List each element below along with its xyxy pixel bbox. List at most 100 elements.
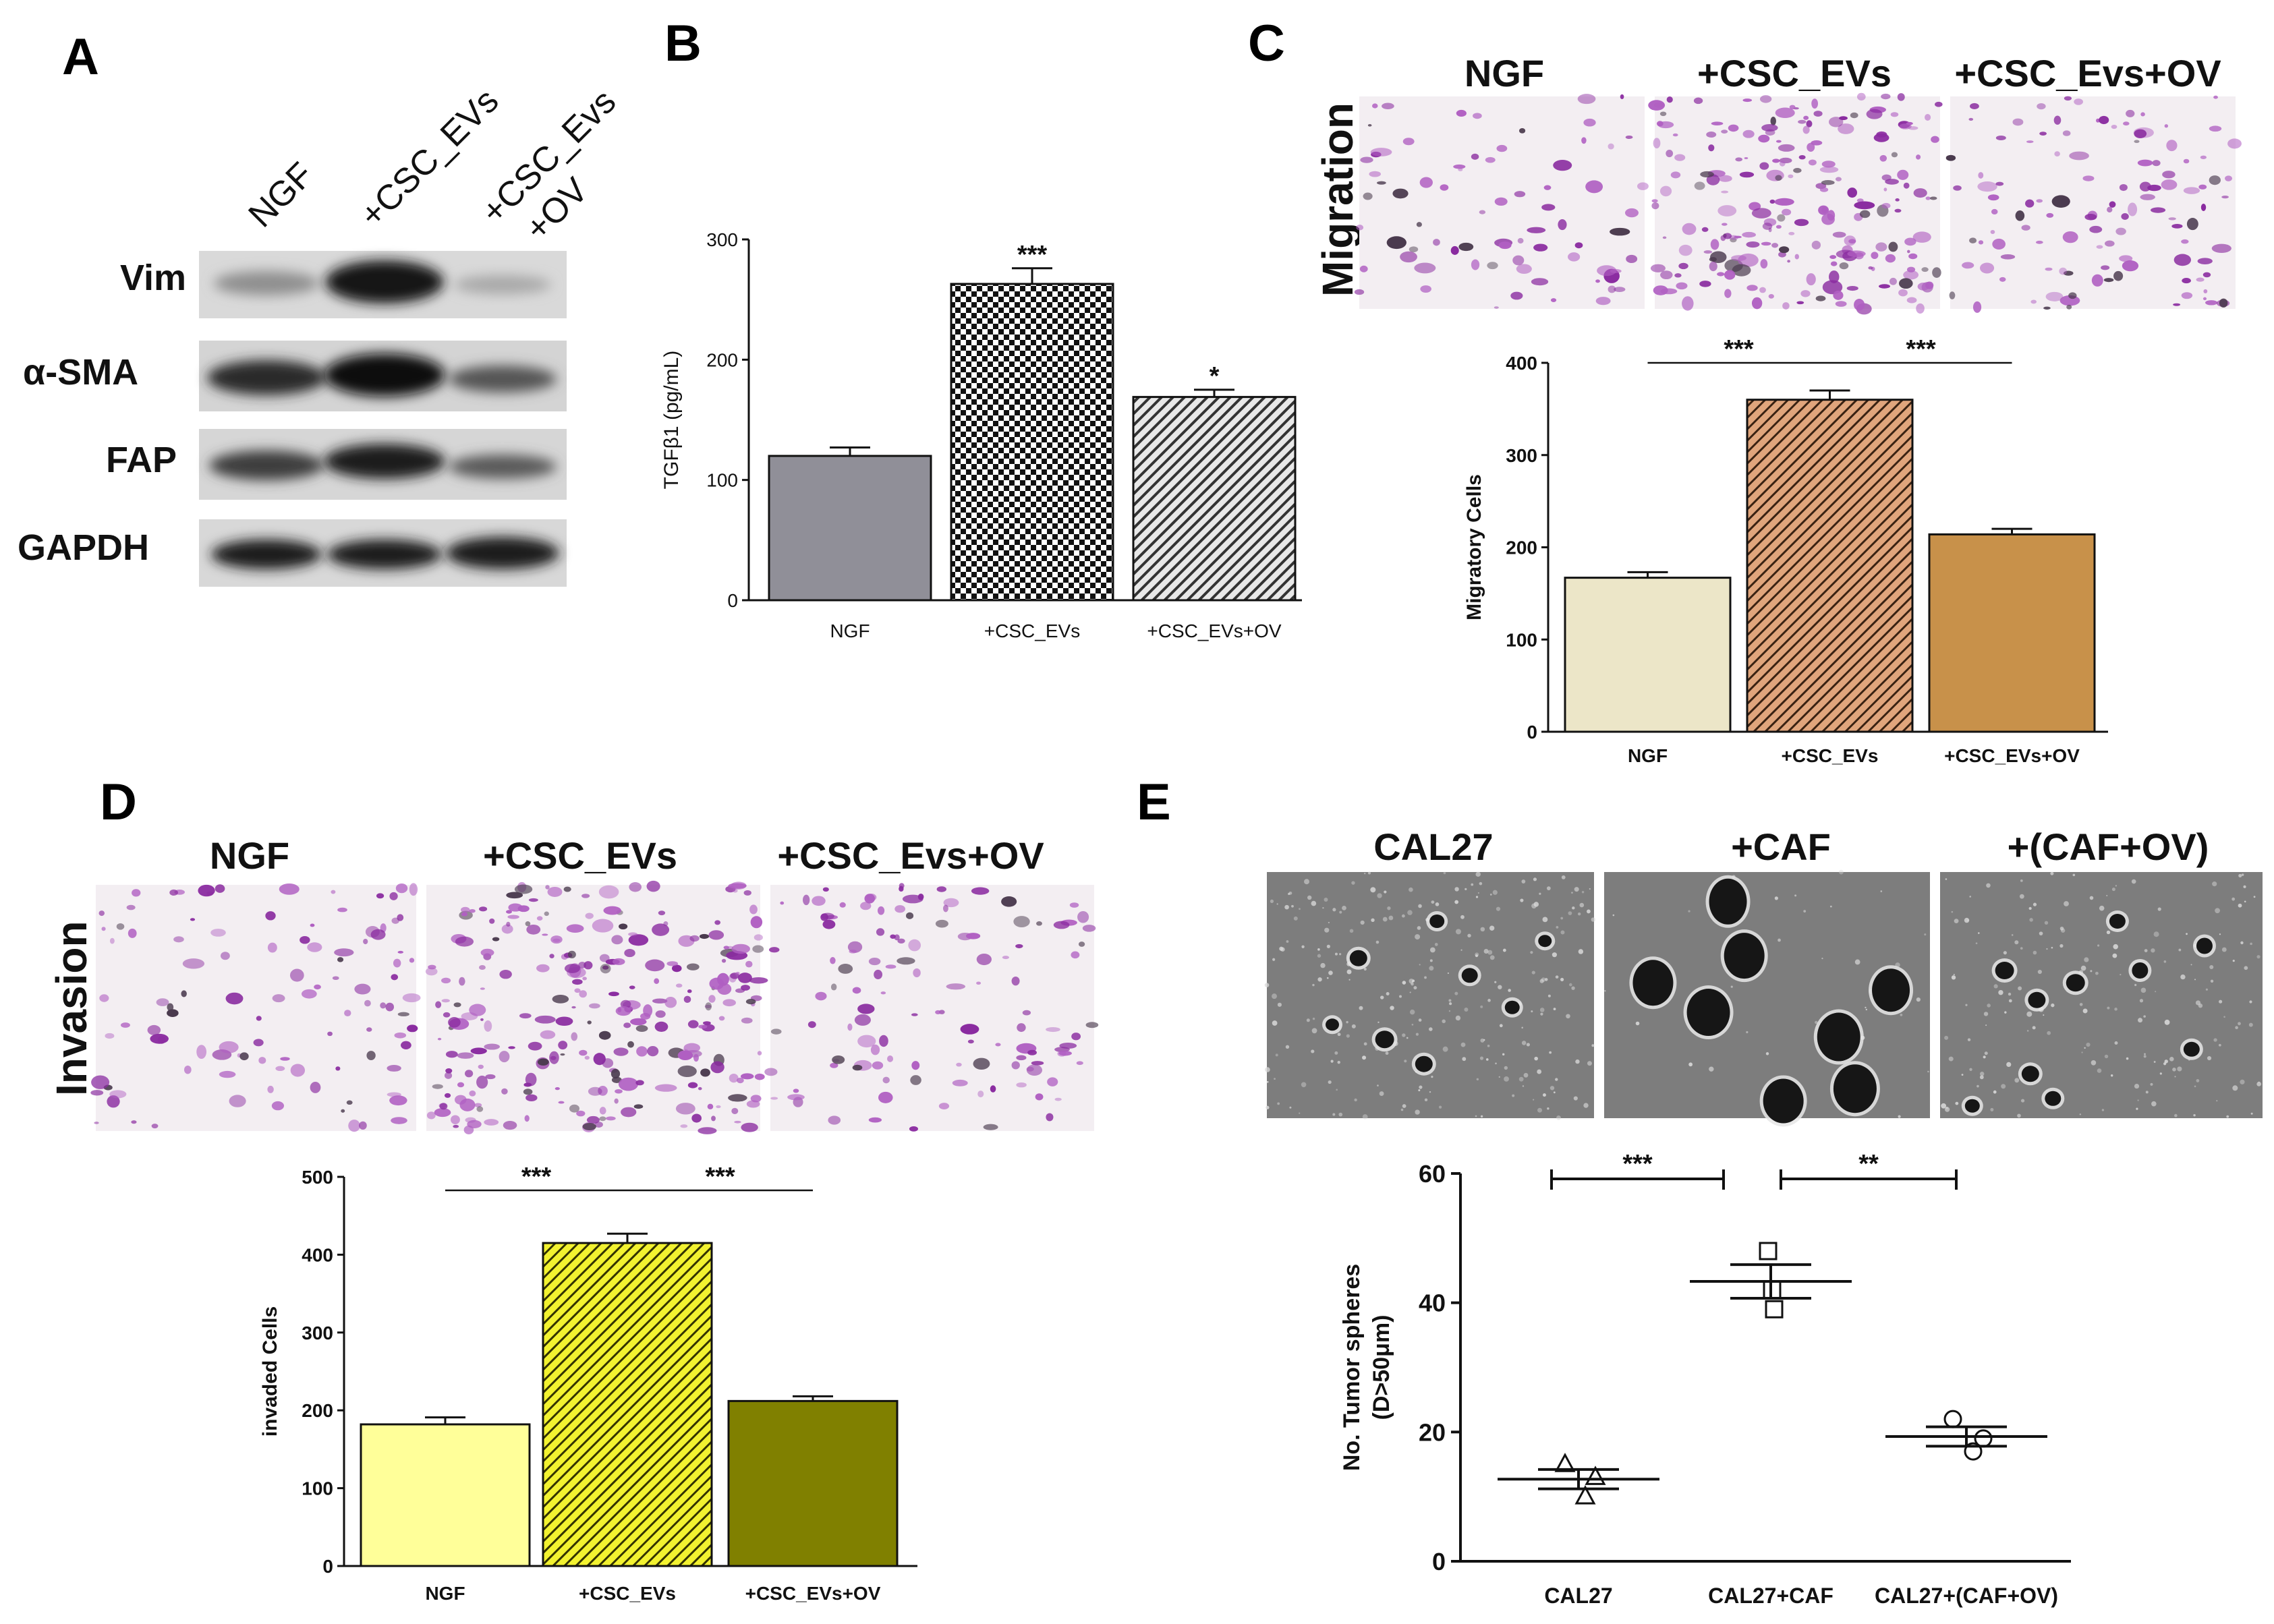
- migration-image-label-ngf: NGF: [1465, 52, 1544, 94]
- data-point-2-1: [1759, 1242, 1778, 1260]
- cell-debris: [1504, 1066, 1508, 1070]
- cell-debris: [1839, 869, 1844, 875]
- stained-cell: [936, 886, 947, 892]
- stained-cell: [1354, 289, 1365, 295]
- wb-row-label-gapdh: GAPDH: [18, 527, 149, 568]
- stained-cell: [619, 923, 628, 930]
- cell-debris: [1533, 877, 1537, 881]
- stained-cell: [1879, 154, 1887, 162]
- stained-cell: [2200, 155, 2207, 159]
- stained-cell: [1078, 941, 1085, 947]
- y-axis-title-line-2: (D>50μm): [1369, 1315, 1394, 1420]
- stained-cell: [680, 1124, 688, 1128]
- stained-cell: [2161, 179, 2178, 190]
- stained-cell: [385, 1002, 395, 1012]
- stained-cell: [341, 1109, 345, 1113]
- cell-debris: [1279, 946, 1284, 951]
- stained-cell: [1742, 129, 1755, 138]
- migration-image-label-csc-evs: +CSC_EVs: [1697, 52, 1892, 94]
- stained-cell: [1766, 169, 1784, 181]
- stained-cell: [366, 1051, 376, 1061]
- cell-debris: [1388, 915, 1394, 921]
- stained-cell: [654, 1084, 677, 1092]
- cell-debris: [1284, 904, 1289, 910]
- cell-debris: [2157, 907, 2161, 911]
- stained-cell: [1819, 166, 1839, 173]
- stained-cell: [508, 1046, 515, 1049]
- stained-cell: [1906, 297, 1917, 303]
- stained-cell: [615, 1089, 623, 1094]
- stained-cell: [1356, 225, 1364, 231]
- stained-cell: [2196, 277, 2205, 282]
- stained-cell: [301, 989, 317, 999]
- stained-cell: [537, 1058, 549, 1066]
- stained-cell: [1775, 107, 1795, 119]
- cell-debris: [2139, 999, 2144, 1003]
- stained-cell: [2150, 207, 2166, 213]
- stained-cell: [2053, 115, 2062, 125]
- cell-debris: [1574, 887, 1579, 892]
- stained-cell: [344, 1010, 351, 1017]
- stained-cell: [1723, 233, 1732, 239]
- cell-debris: [1418, 1089, 1421, 1092]
- cell-debris: [1898, 1115, 1901, 1118]
- sphere-image-cal27: [1264, 871, 1596, 1120]
- stained-cell: [899, 886, 904, 892]
- stained-cell: [1829, 117, 1844, 127]
- cell-debris: [2219, 999, 2223, 1004]
- stained-cell: [443, 1012, 451, 1018]
- cell-debris: [1579, 902, 1585, 908]
- stained-cell: [1458, 242, 1474, 252]
- cell-debris: [1362, 1055, 1367, 1060]
- stained-cell: [1724, 289, 1732, 298]
- stained-cell: [764, 1068, 778, 1076]
- cell-debris: [1508, 989, 1511, 992]
- stained-cell: [647, 1046, 659, 1057]
- cell-debris: [2172, 1068, 2176, 1072]
- stained-cell: [2109, 201, 2116, 208]
- stained-cell: [687, 989, 692, 993]
- stained-cell: [167, 1003, 174, 1012]
- bar-1: [360, 1423, 531, 1567]
- cell-debris: [2243, 885, 2246, 888]
- stained-cell: [938, 1103, 950, 1109]
- cell-debris: [1351, 881, 1355, 885]
- stained-cell: [943, 898, 959, 908]
- stained-cell: [599, 1107, 606, 1115]
- bar-1: [768, 455, 932, 602]
- cell-debris: [1326, 944, 1330, 948]
- stained-cell: [1995, 181, 2004, 186]
- stained-cell: [501, 1088, 508, 1095]
- stained-cell: [902, 894, 923, 904]
- stained-cell: [1787, 260, 1790, 263]
- stained-cell: [2182, 278, 2191, 284]
- cell-debris: [2032, 1026, 2036, 1030]
- stained-cell: [582, 1122, 596, 1131]
- stained-cell: [1674, 154, 1686, 161]
- stained-cell: [469, 908, 476, 913]
- cell-debris: [2081, 1051, 2083, 1053]
- stained-cell: [455, 936, 474, 947]
- stained-cell: [1891, 152, 1898, 158]
- cell-debris: [1556, 1115, 1561, 1120]
- stained-cell: [1761, 123, 1778, 132]
- cell-debris: [2194, 979, 2196, 981]
- stained-cell: [2099, 115, 2109, 125]
- stained-cell: [2069, 151, 2089, 161]
- cell-debris: [1489, 894, 1492, 896]
- stained-cell: [770, 1097, 778, 1100]
- tumor-spheroid: [2045, 1091, 2062, 1106]
- y-tick-label: 0: [1432, 1548, 1446, 1575]
- stained-cell: [584, 961, 593, 970]
- stained-cell: [523, 1089, 533, 1095]
- stained-cell: [2197, 258, 2213, 264]
- stained-cell: [1897, 93, 1905, 101]
- stained-cell: [1400, 251, 1417, 263]
- cell-debris: [1424, 976, 1427, 979]
- cell-debris: [2143, 1015, 2146, 1018]
- stained-cell: [894, 905, 906, 913]
- cell-debris: [2114, 1008, 2117, 1011]
- stained-cell: [453, 1124, 459, 1128]
- cell-debris: [2106, 930, 2111, 935]
